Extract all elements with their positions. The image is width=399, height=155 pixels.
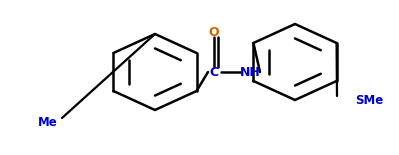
Text: SMe: SMe	[355, 93, 383, 106]
Text: Me: Me	[38, 115, 58, 128]
Text: NH: NH	[240, 66, 261, 78]
Text: O: O	[209, 26, 219, 38]
Text: C: C	[209, 66, 219, 78]
